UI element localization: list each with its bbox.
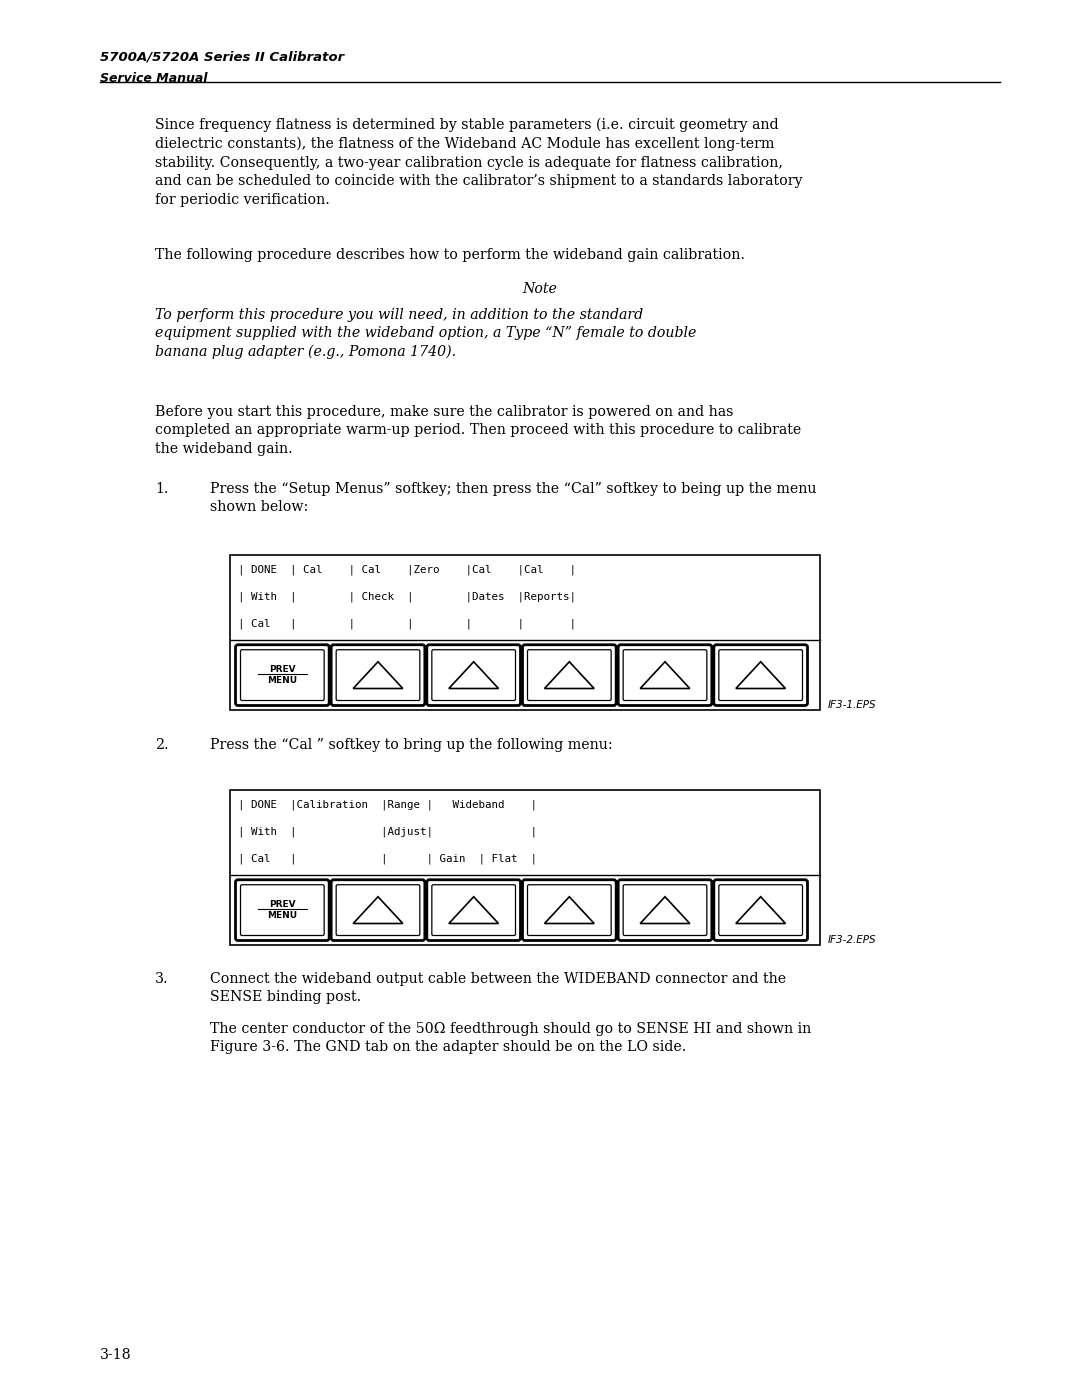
FancyBboxPatch shape [241,650,324,700]
Text: 1.: 1. [156,482,168,496]
FancyBboxPatch shape [235,645,329,705]
Text: 3.: 3. [156,972,168,986]
Polygon shape [353,662,403,689]
Text: Service Manual: Service Manual [100,73,207,85]
Text: | DONE  |Calibration  |Range |   Wideband    |: | DONE |Calibration |Range | Wideband | [238,800,537,810]
Polygon shape [735,662,785,689]
Polygon shape [544,662,594,689]
FancyBboxPatch shape [623,650,706,700]
Text: | Cal   |             |      | Gain  | Flat  |: | Cal | | | Gain | Flat | [238,854,537,863]
Text: | DONE  | Cal    | Cal    |Zero    |Cal    |Cal    |: | DONE | Cal | Cal |Zero |Cal |Cal | [238,564,576,576]
Text: 3-18: 3-18 [100,1348,132,1362]
Text: Press the “Cal ” softkey to bring up the following menu:: Press the “Cal ” softkey to bring up the… [210,738,612,752]
Text: IF3-2.EPS: IF3-2.EPS [828,935,877,944]
Polygon shape [353,897,403,923]
FancyBboxPatch shape [432,884,515,936]
FancyBboxPatch shape [336,650,420,700]
FancyBboxPatch shape [523,880,617,940]
FancyBboxPatch shape [332,645,424,705]
Text: PREV: PREV [269,900,296,909]
FancyBboxPatch shape [427,645,521,705]
FancyBboxPatch shape [241,884,324,936]
FancyBboxPatch shape [523,645,617,705]
Polygon shape [449,662,499,689]
Bar [230,789,820,944]
FancyBboxPatch shape [714,880,808,940]
Text: The following procedure describes how to perform the wideband gain calibration.: The following procedure describes how to… [156,249,745,263]
Polygon shape [449,897,499,923]
FancyBboxPatch shape [527,884,611,936]
Polygon shape [640,897,690,923]
FancyBboxPatch shape [527,650,611,700]
Text: Note: Note [523,282,557,296]
Polygon shape [544,897,594,923]
FancyBboxPatch shape [336,884,420,936]
FancyBboxPatch shape [719,884,802,936]
Bar [230,555,820,710]
Text: IF3-1.EPS: IF3-1.EPS [828,700,877,710]
Polygon shape [640,662,690,689]
FancyBboxPatch shape [714,645,808,705]
Text: MENU: MENU [267,676,297,685]
Polygon shape [735,897,785,923]
Text: MENU: MENU [267,911,297,921]
FancyBboxPatch shape [618,880,712,940]
FancyBboxPatch shape [427,880,521,940]
FancyBboxPatch shape [719,650,802,700]
Text: | With  |        | Check  |        |Dates  |Reports|: | With | | Check | |Dates |Reports| [238,592,576,602]
Text: | With  |             |Adjust|               |: | With | |Adjust| | [238,827,537,837]
Text: Connect the wideband output cable between the WIDEBAND connector and the
SENSE b: Connect the wideband output cable betwee… [210,972,786,1004]
FancyBboxPatch shape [623,884,706,936]
FancyBboxPatch shape [432,650,515,700]
Text: Before you start this procedure, make sure the calibrator is powered on and has
: Before you start this procedure, make su… [156,405,801,455]
FancyBboxPatch shape [235,880,329,940]
Text: 2.: 2. [156,738,168,752]
FancyBboxPatch shape [332,880,424,940]
Text: Press the “Setup Menus” softkey; then press the “Cal” softkey to being up the me: Press the “Setup Menus” softkey; then pr… [210,482,816,514]
Text: 5700A/5720A Series II Calibrator: 5700A/5720A Series II Calibrator [100,50,345,63]
FancyBboxPatch shape [618,645,712,705]
Text: PREV: PREV [269,665,296,675]
Text: | Cal   |        |        |        |       |       |: | Cal | | | | | | [238,619,576,629]
Text: Since frequency flatness is determined by stable parameters (i.e. circuit geomet: Since frequency flatness is determined b… [156,117,802,207]
Text: To perform this procedure you will need, in addition to the standard
equipment s: To perform this procedure you will need,… [156,307,697,359]
Text: The center conductor of the 50Ω feedthrough should go to SENSE HI and shown in
F: The center conductor of the 50Ω feedthro… [210,1023,811,1055]
